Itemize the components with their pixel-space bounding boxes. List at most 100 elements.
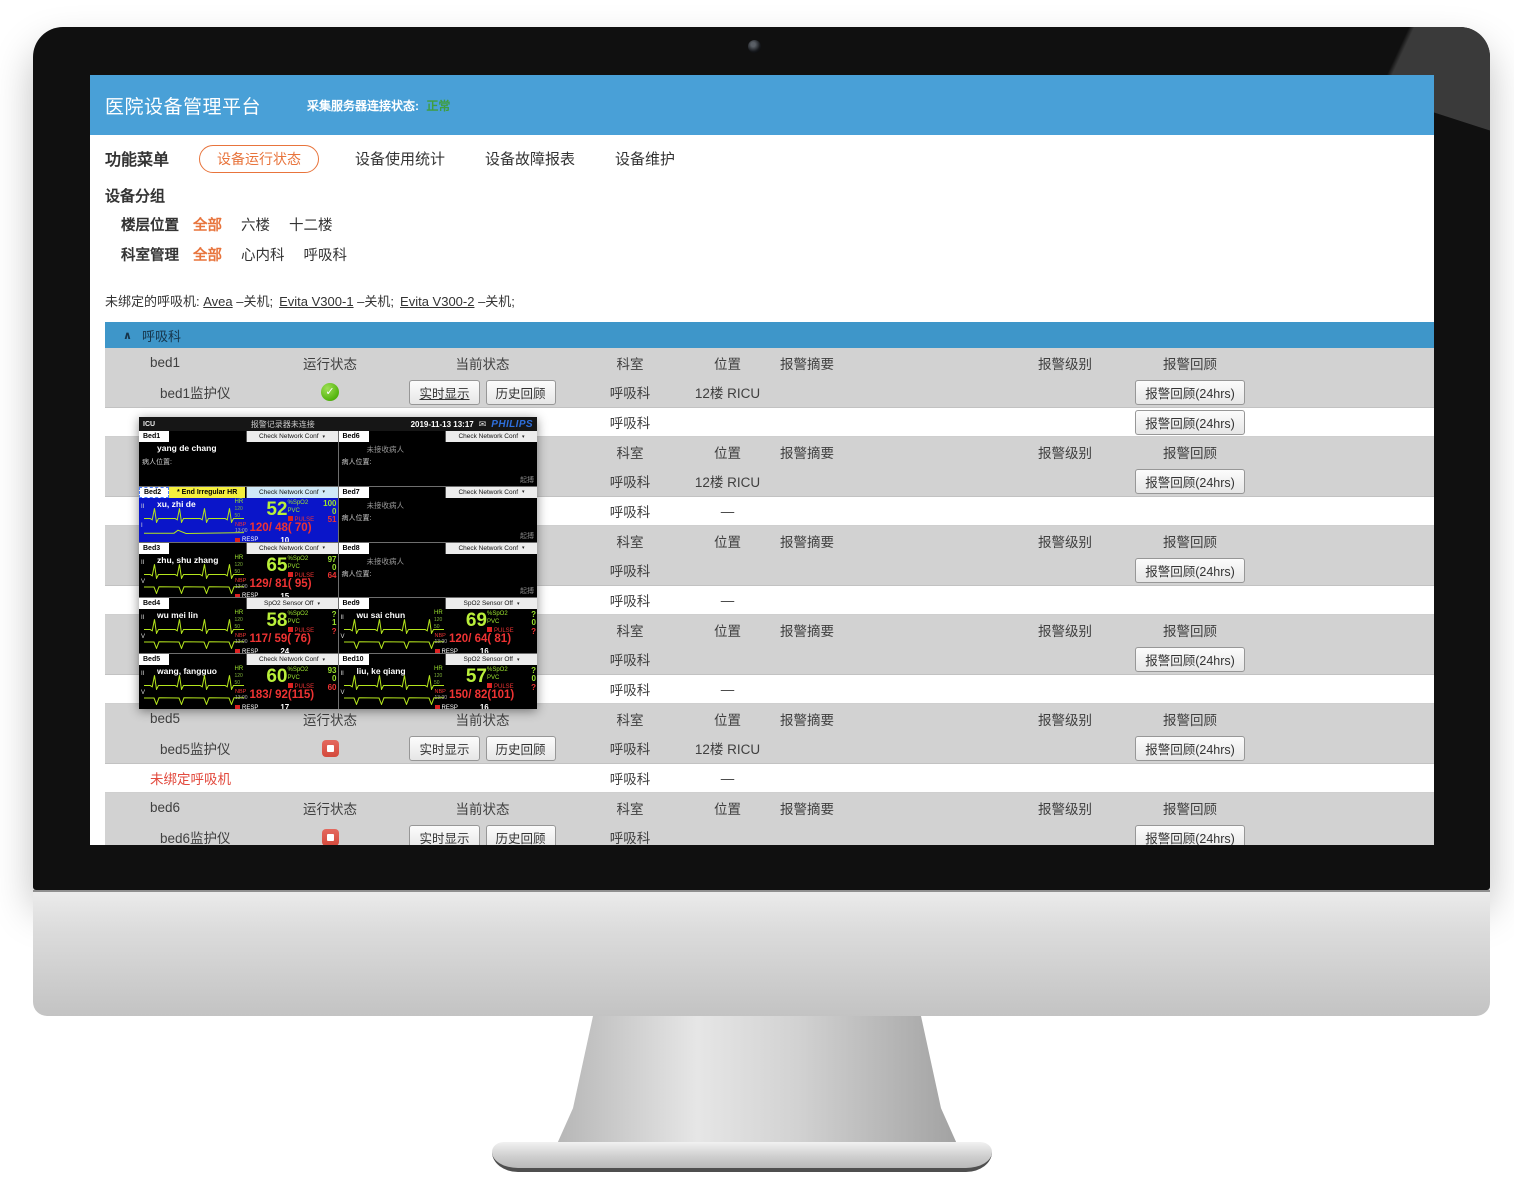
- nav-tab[interactable]: 设备使用统计: [355, 150, 446, 168]
- nav-tab[interactable]: 设备故障报表: [485, 150, 576, 168]
- pvc-value: 1: [332, 618, 337, 628]
- ecg-lead-label: II: [340, 615, 344, 622]
- column-header: 科室: [616, 712, 644, 728]
- tile-header-spacer: [369, 543, 446, 554]
- alarm-off-icon: [434, 649, 440, 654]
- column-header: 运行状态: [303, 356, 357, 372]
- alarm-review-button[interactable]: 报警回顾(24hrs): [1135, 646, 1245, 672]
- history-review-button[interactable]: 历史回顾: [485, 735, 556, 761]
- hr-limit-low: 50: [434, 624, 440, 631]
- dept-cell: 呼吸科: [609, 475, 651, 491]
- patient-location-label: 病人位置:: [341, 459, 372, 466]
- alarm-review-button[interactable]: 报警回顾(24hrs): [1135, 468, 1245, 494]
- filter-option[interactable]: 呼吸科: [303, 248, 348, 264]
- tile-config-dropdown[interactable]: Check Network Conf ▾: [245, 431, 338, 442]
- hr-label: HR: [234, 554, 244, 561]
- realtime-display-button[interactable]: 实时显示: [409, 735, 480, 761]
- pvc-label: PVC: [487, 675, 500, 682]
- filter-option[interactable]: 全部: [193, 248, 222, 264]
- hr-limit-high: 120: [434, 673, 443, 680]
- alarm-off-icon: [235, 649, 240, 654]
- dept-cell: 呼吸科: [609, 386, 651, 402]
- device-row: bed1监护仪 ✓ 实时显示 历史回顾 呼吸科 12楼 RICU 报警回顾(24hrs): [105, 378, 1434, 408]
- tile-header: Bed7 Check Network Conf ▾: [338, 486, 537, 498]
- tile-config-dropdown[interactable]: SpO2 Sensor Off ▾: [445, 598, 537, 610]
- history-review-button[interactable]: 历史回顾: [485, 824, 556, 845]
- nav-tab[interactable]: 设备运行状态: [199, 144, 320, 173]
- alarm-review-button[interactable]: 报警回顾(24hrs): [1135, 557, 1245, 583]
- filter-option[interactable]: 心内科: [241, 248, 285, 264]
- column-header: 科室: [616, 534, 644, 550]
- alarm-review-button[interactable]: 报警回顾(24hrs): [1135, 379, 1245, 405]
- nbp-time: 13:00: [235, 583, 248, 590]
- device-row: 呼吸科 报警回顾(24hrs): [105, 645, 1434, 675]
- tile-config-dropdown[interactable]: Check Network Conf ▾: [245, 654, 338, 666]
- device-name: bed5监护仪: [160, 742, 231, 758]
- ecg-lead-label: II: [141, 559, 145, 566]
- ecg-lead-label: V: [340, 690, 345, 697]
- history-review-button[interactable]: 历史回顾: [485, 379, 556, 405]
- tile-config-dropdown[interactable]: Check Network Conf ▾: [245, 542, 338, 554]
- monitor-bed-tile[interactable]: Bed9 SpO2 Sensor Off ▾ wu sai chun II V HR 120 5…: [338, 598, 537, 654]
- tile-config-dropdown[interactable]: Check Network Conf ▾: [445, 542, 537, 554]
- monitor-bed-tile[interactable]: Bed2 * End Irregular HR Check Network Conf…: [139, 486, 338, 542]
- ventilator-link[interactable]: Evita V300-2: [400, 294, 475, 309]
- alarm-review-cell: 报警回顾(24hrs): [1120, 824, 1260, 845]
- location-dash: —: [720, 592, 735, 608]
- tile-config-dropdown[interactable]: Check Network Conf ▾: [245, 486, 338, 498]
- alarm-review-button[interactable]: 报警回顾(24hrs): [1135, 409, 1245, 435]
- tile-config-dropdown[interactable]: Check Network Conf ▾: [445, 486, 537, 498]
- realtime-display-button[interactable]: 实时显示: [409, 824, 480, 845]
- ventilator-link[interactable]: Avea: [203, 294, 233, 309]
- ecg-waveform: [343, 619, 444, 635]
- alarm-review-button[interactable]: 报警回顾(24hrs): [1135, 735, 1245, 761]
- monitor-bed-tile[interactable]: Bed3 Check Network Conf ▾ zhu, shu zhang II V…: [139, 542, 338, 598]
- monitor-bed-tile[interactable]: Bed4 SpO2 Sensor Off ▾ wu mei lin II V HR 120 50…: [139, 598, 338, 654]
- collapse-icon[interactable]: ∧: [123, 329, 132, 342]
- hr-limit-low: 50: [234, 624, 241, 631]
- tile-body: zhu, shu zhang II V HR 120 50 65 %SpO2 97 PVC 0 PUL…: [139, 553, 338, 598]
- filter-option[interactable]: 十二楼: [289, 218, 333, 234]
- tile-body: wu sai chun II V HR 120 50 69 %SpO2? PVC 0 PULSE? N…: [338, 609, 537, 654]
- alarm-review-button[interactable]: 报警回顾(24hrs): [1135, 824, 1245, 845]
- tile-config-dropdown[interactable]: SpO2 Sensor Off ▾: [445, 654, 537, 666]
- vitals-panel: HR 120 50 69 %SpO2? PVC 0 PULSE?: [434, 610, 536, 635]
- monitor-bed-tile[interactable]: Bed8 Check Network Conf ▾ 未接收病人 病人位置: 起搏: [338, 542, 537, 598]
- ventilator-link[interactable]: Evita V300-1: [279, 294, 354, 309]
- section-header-respiratory[interactable]: ∧ 呼吸科: [105, 322, 1434, 348]
- hr-limit-high: 120: [434, 617, 443, 624]
- screen: 医院设备管理平台 采集服务器连接状态: 正常 功能菜单 设备运行状态 设备使用统计…: [90, 75, 1434, 845]
- filter-option[interactable]: 六楼: [241, 218, 270, 234]
- bed-header-row: bed5 运行状态 当前状态 科室 位置 报警摘要 报警级别 报警回顾: [105, 704, 1434, 734]
- tile-config-dropdown[interactable]: Check Network Conf ▾: [445, 431, 537, 442]
- alarm-off-icon: [487, 683, 492, 689]
- column-header: 报警回顾: [1163, 623, 1217, 639]
- realtime-display-button[interactable]: 实时显示: [409, 379, 480, 405]
- tile-body: xu, zhi de II I HR 120 50 52 %SpO2 100 PVC 0 PULSE 5…: [139, 497, 338, 542]
- alarm-off-icon: [434, 705, 440, 709]
- filter-option[interactable]: 全部: [193, 218, 222, 234]
- nbp-row: NBP 13:00 183/ 92(115): [235, 689, 314, 701]
- column-header: 科室: [616, 445, 644, 461]
- device-name: bed6监护仪: [160, 831, 231, 845]
- column-header: 报警回顾: [1163, 801, 1217, 817]
- resp-row: RESP 16: [434, 703, 489, 709]
- spo2-label: %SpO2: [287, 499, 309, 506]
- dept-cell: 呼吸科: [609, 831, 651, 845]
- filter-row-dept: 科室管理 全部 心内科 呼吸科: [121, 244, 366, 265]
- dept-cell: 呼吸科: [609, 594, 651, 609]
- pulse-label: PULSE: [287, 627, 314, 635]
- monitor-bed-tile[interactable]: Bed5 Check Network Conf ▾ wang, fangguo II V H…: [139, 654, 338, 709]
- spo2-value: ?: [331, 610, 337, 620]
- device-row: bed6监护仪 实时显示 历史回顾 呼吸科 报警回顾(24hrs): [105, 823, 1434, 845]
- monitor-bed-tile[interactable]: Bed6 Check Network Conf ▾ 未接收病人 病人位置: 起搏: [338, 431, 537, 486]
- tile-config-dropdown[interactable]: SpO2 Sensor Off ▾: [245, 598, 338, 610]
- monitor-bed-tile[interactable]: Bed1 Check Network Conf ▾ yang de chang 病人位置…: [139, 431, 338, 486]
- patient-name: wang, fangguo: [157, 666, 217, 677]
- nav-tab[interactable]: 设备维护: [615, 150, 676, 168]
- resp-value: 17: [280, 703, 290, 709]
- ecg-waveform: [343, 675, 444, 691]
- monitor-bed-tile[interactable]: Bed7 Check Network Conf ▾ 未接收病人 病人位置: 起搏: [338, 486, 537, 542]
- tile-header: Bed1 Check Network Conf ▾: [139, 431, 338, 442]
- monitor-bed-tile[interactable]: Bed10 SpO2 Sensor Off ▾ liu, ke qiang II V HR 1…: [338, 654, 537, 709]
